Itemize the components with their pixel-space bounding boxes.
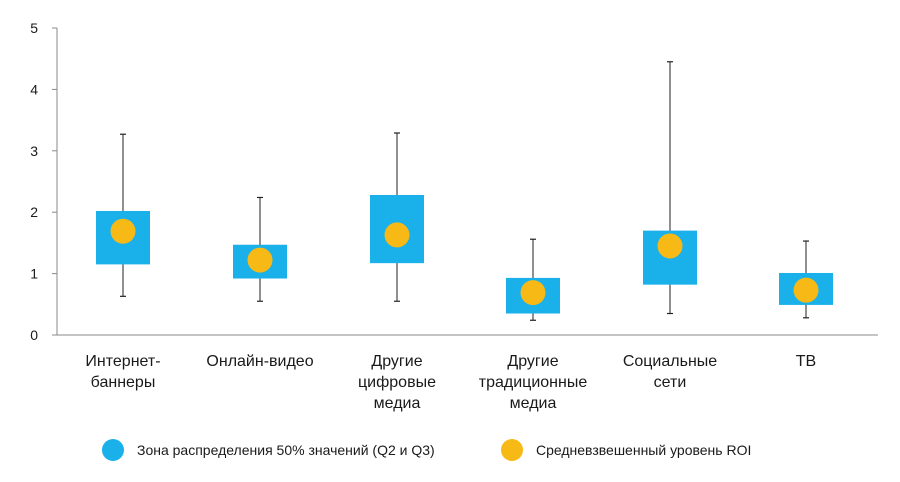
y-tick-label: 0 [30,327,38,343]
box-group [370,132,424,302]
category-label-line: баннеры [91,374,156,391]
y-tick-labels: 0 1 2 3 4 5 [30,20,57,343]
category-label-line: Другие [507,353,558,370]
category-label: Онлайн-видео [206,353,313,370]
category-label: Другие цифровые медиа [358,353,436,412]
legend-marker [501,439,523,461]
box-group [233,196,287,302]
legend: Зона распределения 50% значений (Q2 и Q3… [102,439,751,461]
category-label: Социальные сети [623,353,717,391]
mean-marker [110,218,136,244]
category-label: ТВ [796,353,816,370]
box-group [643,61,697,315]
category-label-line: цифровые [358,374,436,391]
boxes [96,61,833,321]
box-group [96,133,150,297]
category-label-line: Интернет- [85,353,160,370]
legend-item: Зона распределения 50% значений (Q2 и Q3… [102,439,435,461]
category-label-line: Другие [371,353,422,370]
mean-marker [793,277,819,303]
category-label-line: традиционные [479,374,588,391]
category-label-line: медиа [510,395,557,412]
box-group [506,238,560,321]
y-tick-label: 5 [30,20,38,36]
mean-marker [520,280,546,306]
mean-marker [247,247,273,273]
category-label-line: сети [654,374,687,391]
mean-marker [657,233,683,259]
legend-item: Средневзвешенный уровень ROI [501,439,751,461]
box-group [779,240,833,319]
legend-marker [102,439,124,461]
y-tick-label: 2 [30,204,38,220]
legend-label: Средневзвешенный уровень ROI [536,442,751,458]
y-tick-label: 4 [30,81,38,97]
category-labels: Интернет-баннеры Онлайн-видео Другие цифров… [85,353,816,412]
category-label: Другие традиционные медиа [479,353,588,412]
mean-marker [384,222,410,248]
y-tick-label: 1 [30,266,38,282]
category-label-line: медиа [374,395,421,412]
category-label: Интернет-баннеры [85,353,160,391]
y-tick-label: 3 [30,143,38,159]
category-label-line: Онлайн-видео [206,353,313,370]
category-label-line: Социальные [623,353,717,370]
legend-label: Зона распределения 50% значений (Q2 и Q3… [137,442,435,458]
category-label-line: ТВ [796,353,816,370]
